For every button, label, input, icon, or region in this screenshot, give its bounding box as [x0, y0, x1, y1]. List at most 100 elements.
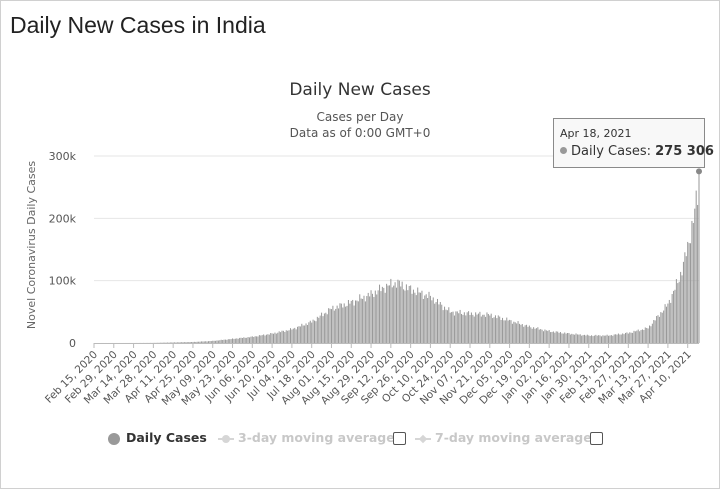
bar[interactable] [338, 308, 340, 343]
bar[interactable] [206, 341, 208, 343]
bar[interactable] [588, 335, 590, 343]
bar[interactable] [632, 332, 634, 343]
bar[interactable] [543, 331, 545, 343]
bar[interactable] [301, 323, 303, 343]
bar[interactable] [431, 300, 433, 343]
bar[interactable] [232, 338, 234, 343]
bar[interactable] [340, 303, 342, 343]
bar[interactable] [253, 337, 255, 343]
bar[interactable] [458, 313, 460, 343]
bar[interactable] [349, 303, 351, 343]
bar[interactable] [405, 284, 407, 343]
bar[interactable] [377, 290, 379, 343]
bar[interactable] [373, 296, 375, 343]
bar[interactable] [356, 300, 358, 343]
bar[interactable] [603, 335, 605, 343]
bar[interactable] [452, 311, 454, 343]
bar[interactable] [654, 320, 656, 343]
bar[interactable] [680, 271, 682, 343]
bar[interactable] [371, 293, 373, 343]
bar[interactable] [233, 338, 235, 343]
bar[interactable] [383, 287, 385, 343]
bar[interactable] [429, 295, 431, 343]
bar[interactable] [591, 335, 593, 343]
bar[interactable] [535, 328, 537, 343]
bar[interactable] [322, 316, 324, 343]
bar[interactable] [289, 328, 291, 343]
bar[interactable] [520, 324, 522, 343]
bar[interactable] [299, 326, 301, 343]
bar[interactable] [432, 297, 434, 343]
bar[interactable] [565, 333, 567, 343]
bar[interactable] [198, 341, 200, 343]
bar[interactable] [343, 303, 345, 343]
bar[interactable] [436, 298, 439, 343]
bar[interactable] [485, 316, 487, 343]
bar[interactable] [674, 289, 676, 343]
bar[interactable] [219, 340, 221, 343]
bar[interactable] [541, 329, 543, 343]
bar[interactable] [403, 289, 405, 343]
daily-cases-chart[interactable]: Daily New Cases Cases per Day Data as of… [1, 50, 717, 430]
bar[interactable] [360, 298, 362, 343]
bar[interactable] [644, 327, 646, 343]
bar[interactable] [258, 335, 260, 343]
bar[interactable] [629, 332, 631, 343]
bar[interactable] [329, 308, 331, 343]
bar[interactable] [695, 190, 697, 343]
bar[interactable] [650, 326, 652, 343]
bar[interactable] [384, 292, 386, 343]
bar[interactable] [558, 332, 560, 343]
bar[interactable] [473, 316, 475, 343]
bar[interactable] [220, 339, 222, 343]
bar[interactable] [470, 312, 472, 343]
bar[interactable] [179, 342, 181, 343]
bar[interactable] [567, 333, 569, 343]
bar[interactable] [216, 340, 218, 343]
bar[interactable] [596, 335, 598, 343]
bar[interactable] [346, 305, 348, 343]
bar[interactable] [497, 315, 499, 343]
checkbox-3-day-average[interactable] [393, 432, 406, 445]
bar[interactable] [308, 322, 310, 343]
bar[interactable] [448, 307, 450, 343]
bar[interactable] [212, 340, 214, 343]
bar[interactable] [506, 317, 508, 343]
bar[interactable] [321, 312, 323, 343]
bar[interactable] [523, 326, 525, 343]
bar[interactable] [661, 312, 663, 343]
bar[interactable] [492, 318, 494, 343]
bar[interactable] [278, 331, 280, 343]
bar[interactable] [526, 324, 528, 343]
bar[interactable] [657, 315, 659, 343]
bar[interactable] [559, 332, 561, 343]
bar[interactable] [297, 326, 299, 343]
bar[interactable] [264, 335, 266, 343]
bar[interactable] [379, 284, 381, 343]
bar[interactable] [637, 329, 639, 343]
bar[interactable] [531, 328, 533, 343]
checkbox-7-day-average[interactable] [590, 432, 603, 445]
bar[interactable] [620, 334, 622, 343]
bar[interactable] [359, 294, 361, 343]
bar[interactable] [510, 320, 512, 343]
bar[interactable] [627, 333, 629, 343]
bar[interactable] [564, 332, 566, 343]
bar[interactable] [421, 290, 423, 343]
bar[interactable] [600, 336, 602, 343]
bar[interactable] [319, 315, 321, 343]
bar[interactable] [538, 329, 540, 343]
bar[interactable] [311, 322, 313, 343]
bar[interactable] [202, 341, 204, 343]
bar[interactable] [376, 294, 378, 343]
bar[interactable] [422, 298, 424, 343]
bar[interactable] [401, 281, 403, 343]
bar[interactable] [615, 334, 617, 343]
bar[interactable] [277, 332, 279, 343]
bar[interactable] [647, 328, 649, 343]
bar[interactable] [684, 252, 686, 343]
bar[interactable] [592, 336, 594, 343]
bar[interactable] [576, 334, 578, 343]
bar[interactable] [466, 312, 468, 343]
bar[interactable] [287, 330, 289, 343]
